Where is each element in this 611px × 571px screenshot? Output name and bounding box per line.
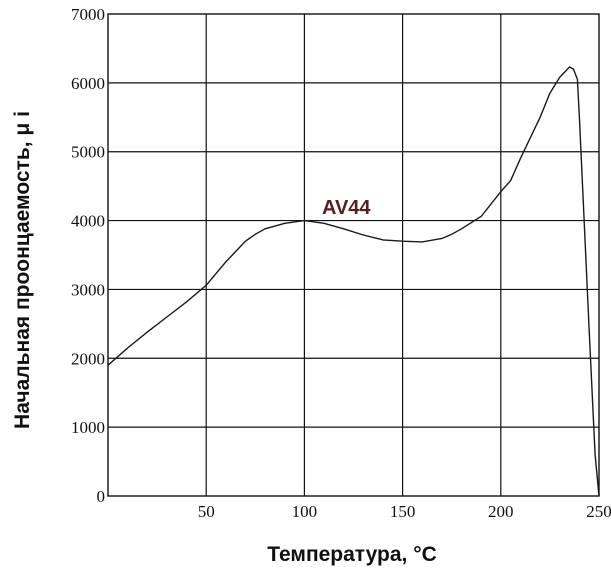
x-tick-label: 200 — [488, 502, 514, 521]
x-tick-label: 50 — [198, 502, 215, 521]
y-tick-label: 5000 — [71, 143, 105, 162]
x-axis-title: Температура, °C — [267, 543, 437, 566]
y-tick-label: 2000 — [71, 349, 105, 368]
grid — [108, 14, 599, 496]
y-axis-title: Начальная проонцаемость, μ i — [11, 111, 34, 429]
y-tick-label: 3000 — [71, 280, 105, 299]
series-annotation: AV44 — [322, 197, 371, 219]
y-tick-label: 0 — [97, 487, 106, 506]
x-tick-label: 150 — [390, 502, 416, 521]
y-tick-label: 4000 — [71, 212, 105, 231]
x-tick-label: 100 — [292, 502, 318, 521]
y-tick-label: 7000 — [71, 5, 105, 24]
plot-frame — [107, 13, 600, 497]
series-line-av44 — [107, 66, 600, 497]
y-tick-label: 6000 — [71, 74, 105, 93]
tick-labels: 50 100 150 200 250 0 1000 2000 3000 4000 5000 6000 7… — [71, 5, 611, 521]
y-tick-label: 1000 — [71, 418, 105, 437]
x-tick-label: 250 — [586, 502, 611, 521]
